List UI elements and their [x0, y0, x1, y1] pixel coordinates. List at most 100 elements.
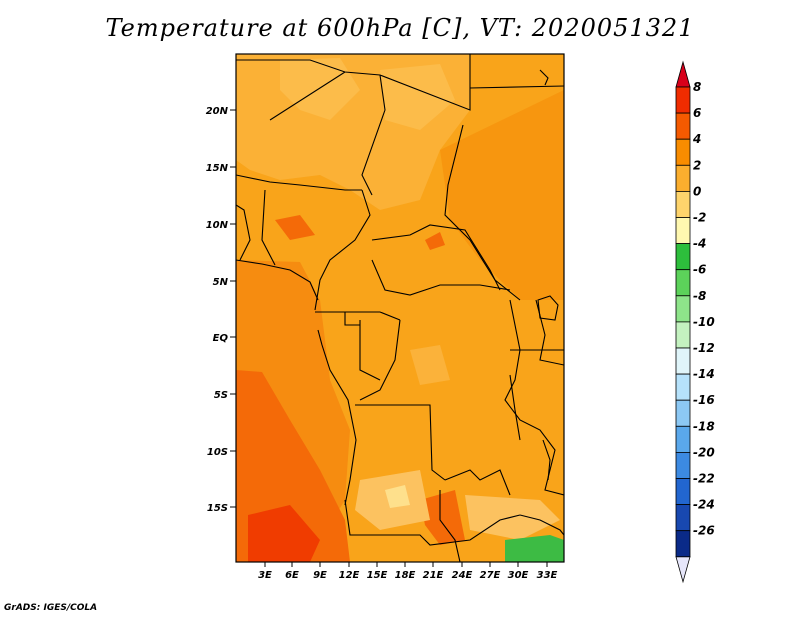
coast-west	[317, 329, 357, 506]
colorbar-segment	[675, 164, 691, 192]
colorbar-segment	[675, 399, 691, 427]
border-nigeria-cameroon	[314, 189, 371, 311]
colorbar-label: -20	[693, 445, 715, 459]
border-car-south	[371, 259, 511, 296]
boundaries	[236, 54, 564, 562]
border-niger-west	[269, 71, 346, 121]
border-mozambique	[519, 514, 564, 536]
lon-label-6e: 6E	[285, 570, 299, 581]
colorbar-bottom-arrow	[675, 556, 691, 584]
field-patch-cool-green	[505, 535, 564, 562]
lat-label-10s: 10S	[207, 447, 228, 458]
lat-label-20n: 20N	[206, 106, 229, 117]
border-gabon-north	[315, 311, 401, 321]
field-patch-mozambique-light	[465, 495, 560, 540]
border-kenya	[535, 299, 564, 366]
border-gabon-congo	[359, 320, 381, 381]
border-niger-chad	[361, 74, 386, 196]
colorbar	[675, 60, 691, 584]
colorbar-label: -8	[693, 289, 706, 303]
lon-label-9e: 9E	[313, 570, 327, 581]
colorbar-segment	[675, 504, 691, 532]
lon-label-21e: 21E	[423, 570, 444, 581]
border-libya-egypt	[469, 85, 564, 89]
lat-label-eq: EQ	[213, 333, 229, 344]
colorbar-segment	[675, 217, 691, 245]
colorbar-labels: 8 6 4 2 0 -2 -4 -6 -8 -10 -12 -14 -16 -18 -20 -22 -24 -26	[692, 80, 715, 538]
field-dark-east	[440, 90, 564, 300]
colorbar-label: -14	[693, 367, 715, 381]
border-zambia-angola	[439, 490, 461, 562]
field-patch-nigeria	[275, 215, 315, 240]
lat-label-15n: 15N	[206, 163, 229, 174]
lat-label-10n: 10N	[206, 220, 229, 231]
field-patch-pale	[385, 485, 410, 508]
field-patch-congo-light	[410, 345, 450, 385]
colorbar-label: -6	[693, 263, 706, 277]
border-zambia-drc	[444, 469, 511, 496]
lat-label-15s: 15S	[207, 503, 228, 514]
chart-title: Temperature at 600hPa [C], VT: 202005132…	[105, 14, 695, 42]
lon-label-12e: 12E	[339, 570, 360, 581]
colorbar-label: 8	[693, 80, 701, 94]
lon-label-27e: 27E	[480, 570, 501, 581]
colorbar-segment	[675, 269, 691, 297]
colorbar-label: -4	[693, 237, 706, 251]
border-eqguinea	[344, 312, 360, 326]
colorbar-label: -16	[693, 393, 715, 407]
lake-tanganyika	[509, 374, 521, 441]
colorbar-top-arrow	[675, 60, 691, 88]
field-light-chad	[380, 64, 455, 130]
colorbar-segment	[675, 347, 691, 375]
field-patch-zambia	[420, 490, 465, 545]
border-congo-drc	[359, 319, 401, 401]
colorbar-segment	[675, 451, 691, 479]
border-car-north	[371, 224, 501, 291]
field-light-sahara	[280, 58, 360, 120]
temperature-field	[236, 54, 564, 562]
colorbar-label: 4	[692, 132, 701, 146]
colorbar-segment	[675, 112, 691, 140]
coast-far-west	[236, 204, 251, 261]
lon-label-24e: 24E	[452, 570, 473, 581]
field-hot-core	[248, 505, 320, 562]
colorbar-segment	[675, 138, 691, 166]
colorbar-segment	[675, 373, 691, 401]
lon-label-15e: 15E	[367, 570, 388, 581]
colorbar-segment	[675, 295, 691, 323]
colorbar-label: 0	[693, 184, 701, 198]
lat-label-5s: 5S	[214, 390, 228, 401]
colorbar-label: -22	[693, 472, 715, 486]
colorbar-label: 6	[693, 106, 701, 120]
colorbar-label: 2	[693, 158, 701, 172]
field-patch-car	[425, 232, 445, 250]
colorbar-segment	[675, 425, 691, 453]
colorbar-segment	[675, 321, 691, 349]
colorbar-label: -18	[693, 419, 715, 433]
lon-label-18e: 18E	[395, 570, 416, 581]
coast-guinea-gulf	[236, 259, 319, 301]
colorbar-label: -12	[693, 341, 715, 355]
lat-label-5n: 5N	[213, 277, 229, 288]
coast-northeast	[539, 69, 549, 86]
credit-label: GrADS: IGES/COLA	[4, 603, 98, 613]
map-frame	[235, 53, 565, 563]
border-angola-drc	[355, 404, 446, 481]
colorbar-segment	[675, 478, 691, 506]
lon-label-30e: 30E	[508, 570, 529, 581]
lake-malawi	[542, 439, 551, 481]
colorbar-label: -2	[693, 211, 706, 225]
colorbar-segment	[675, 190, 691, 218]
colorbar-segment	[675, 86, 691, 114]
colorbar-label: -26	[693, 524, 715, 538]
border-chad-sudan	[444, 124, 521, 301]
border-angola-namibia	[344, 499, 521, 546]
border-benin	[261, 189, 276, 266]
lat-axis: 20N 15N 10N 5N EQ 5S 10S 15S	[206, 106, 236, 514]
colorbar-label: -10	[693, 315, 715, 329]
border-niger-nigeria	[236, 174, 362, 191]
colorbar-segment	[675, 530, 691, 558]
lake-victoria	[537, 295, 559, 321]
lon-axis: 3E 6E 9E 12E 15E 18E 21E 24E 27E 30E 33E	[258, 562, 558, 581]
